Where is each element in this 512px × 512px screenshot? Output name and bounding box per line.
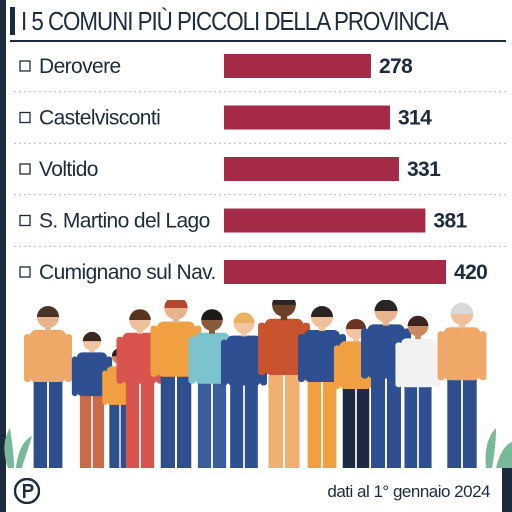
crowd-illustration [4,300,512,468]
category-label: Cumignano sul Nav. [39,261,216,284]
bar [224,54,371,78]
bar [224,208,426,233]
square-outline-icon [19,266,31,278]
value-label: 278 [379,55,413,78]
square-outline-icon [19,60,31,72]
person-figure [437,302,487,468]
title-accent-bar [10,7,15,35]
chart-title: I 5 COMUNI PIÙ PICCOLI DELLA PROVINCIA [21,5,449,36]
square-outline-icon [19,111,31,124]
plant-right [485,428,512,468]
title-block: I 5 COMUNI PIÙ PICCOLI DELLA PROVINCIA [10,5,512,37]
person-figure [71,331,113,468]
value-label: 381 [433,210,467,233]
person-figure [24,306,72,468]
square-outline-icon [19,214,31,227]
bar [224,105,390,130]
person-figure [150,300,202,468]
bar [224,260,446,284]
person-figure [361,300,411,468]
title-rule [10,40,506,42]
plant-left [4,428,32,468]
corner-accent [502,468,512,512]
category-label: Derovere [39,55,121,78]
value-label: 331 [407,158,441,181]
category-label: S. Martino del Lago [39,210,210,233]
value-label: 314 [398,107,432,130]
newspaper-p-logo [14,478,40,504]
footer: dati al 1° gennaio 2024 [6,468,512,512]
category-label: Castelvisconti [39,107,160,130]
square-outline-icon [19,163,31,175]
bar [224,157,399,181]
bar-chart: Derovere 278 Castelvisconti 314 Voltido 331 S.… [14,54,506,284]
category-label: Voltido [39,158,98,181]
value-label: 420 [454,261,487,284]
person-figure [220,312,268,468]
source-note: dati al 1° gennaio 2024 [327,482,490,501]
